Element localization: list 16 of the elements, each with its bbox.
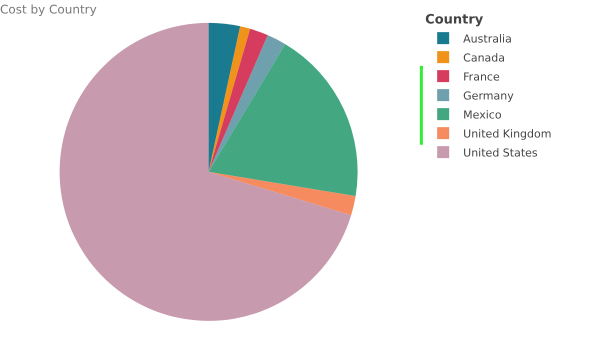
pie-slice — [208, 44, 358, 196]
legend-label: Australia — [463, 32, 512, 46]
pie-slice — [208, 22, 240, 172]
legend-label: Germany — [463, 89, 514, 102]
pie-slice — [208, 35, 286, 172]
legend-title: Country — [425, 12, 484, 28]
legend-label: France — [463, 70, 500, 84]
legend-label: Canada — [463, 51, 506, 64]
chart-title: Cost by Country — [0, 2, 97, 16]
legend-label: United States — [463, 146, 538, 160]
pie-slice — [60, 22, 352, 321]
pie-slice — [208, 172, 356, 216]
legend-label: Mexico — [463, 108, 502, 122]
pie-slice — [208, 26, 250, 172]
pie-slice — [208, 28, 268, 172]
legend-label: United Kingdom — [463, 127, 552, 140]
